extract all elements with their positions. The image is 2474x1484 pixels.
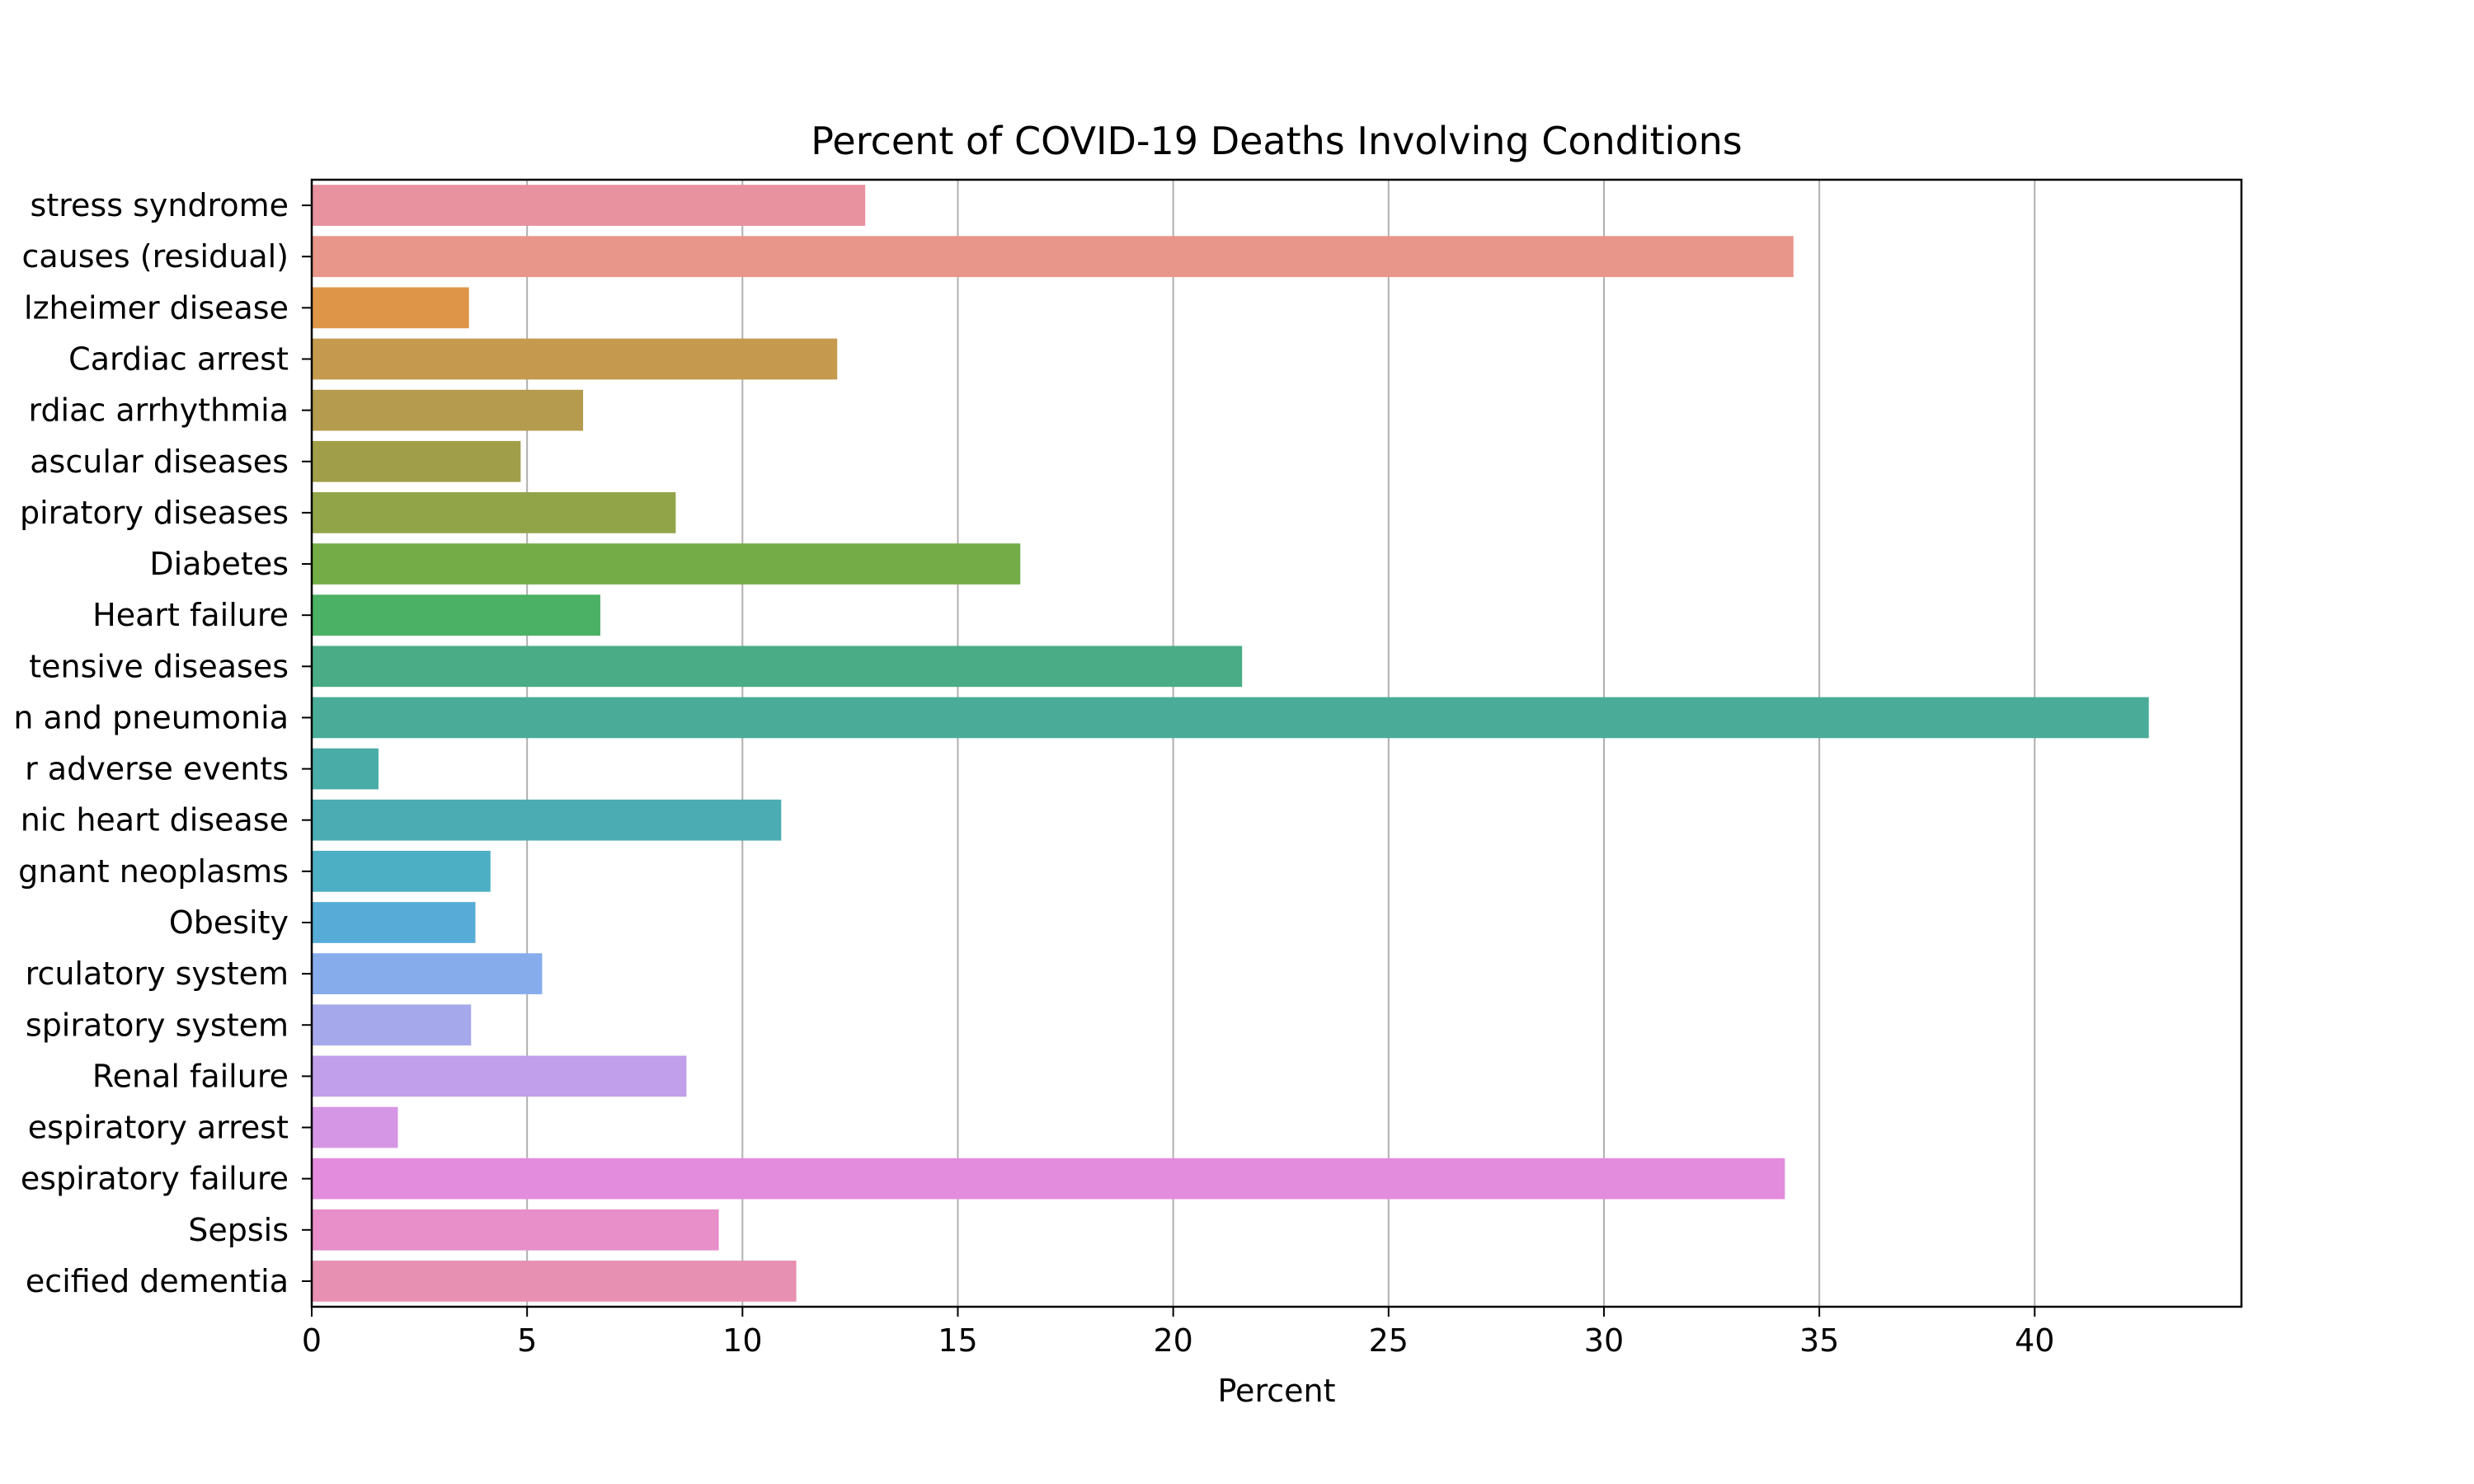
bar (312, 1158, 1785, 1200)
bar (312, 1106, 398, 1148)
y-tick-label: piratory diseases (20, 495, 289, 531)
x-tick-label: 25 (1369, 1322, 1409, 1359)
x-axis-label: Percent (1218, 1373, 1336, 1409)
bar (312, 799, 782, 841)
bar (312, 953, 543, 994)
bar (312, 287, 469, 329)
y-tick-label: ascular diseases (30, 444, 289, 480)
bar (312, 440, 521, 482)
bar (312, 748, 379, 790)
x-tick-label: 20 (1153, 1322, 1192, 1359)
bar (312, 338, 838, 380)
x-tick-label: 5 (517, 1322, 537, 1359)
bar (312, 1209, 719, 1251)
bar (312, 902, 476, 943)
x-tick-label: 30 (1584, 1322, 1624, 1359)
bar (312, 236, 1794, 278)
x-ticks: 0 5 10 15 20 25 30 35 40 (302, 1307, 2054, 1359)
y-tick-label: gnant neoplasms (18, 853, 289, 890)
x-tick-label: 15 (938, 1322, 977, 1359)
y-tick-label: nic heart disease (21, 802, 289, 838)
y-tick-label: espiratory arrest (28, 1110, 289, 1146)
y-tick-label: rdiac arrhythmia (28, 392, 289, 429)
y-tick-label: n and pneumonia (13, 699, 289, 735)
y-tick-label: Heart failure (92, 597, 289, 633)
x-tick-label: 10 (722, 1322, 762, 1359)
bars (312, 185, 2149, 1302)
bar (312, 850, 491, 892)
bar (312, 185, 866, 226)
y-tick-label: Cardiac arrest (68, 340, 289, 377)
bar (312, 1004, 472, 1046)
x-tick-label: 0 (302, 1322, 322, 1359)
bar (312, 543, 1021, 585)
y-tick-label: stress syndrome (31, 187, 289, 223)
bar (312, 594, 600, 636)
x-tick-label: 35 (1799, 1322, 1839, 1359)
plot-frame (310, 178, 2243, 1308)
y-tick-label: spiratory system (26, 1007, 289, 1043)
y-tick-label: causes (residual) (21, 238, 289, 275)
bar (312, 1055, 687, 1097)
bar (312, 646, 1243, 688)
y-tick-label: Diabetes (149, 546, 289, 582)
y-tick-label: Sepsis (188, 1212, 289, 1248)
y-tick-label: Renal failure (92, 1058, 289, 1094)
bar (312, 1261, 797, 1302)
y-tick-label: espiratory failure (21, 1161, 289, 1197)
y-tick-label: r adverse events (25, 751, 289, 787)
bar (312, 389, 584, 431)
y-tick-label: Obesity (169, 904, 289, 941)
y-tick-label: ecified dementia (26, 1263, 289, 1299)
y-ticks: stress syndrome causes (residual) lzheimer… (13, 187, 312, 1299)
chart-title: Percent of COVID-19 Deaths Involving Con… (811, 119, 1742, 163)
y-tick-label: lzheimer disease (24, 289, 289, 326)
x-tick-label: 40 (2015, 1322, 2054, 1359)
y-tick-label: tensive diseases (29, 648, 289, 684)
bar (312, 697, 2149, 739)
bar (312, 492, 676, 533)
y-tick-label: rculatory system (26, 956, 289, 992)
